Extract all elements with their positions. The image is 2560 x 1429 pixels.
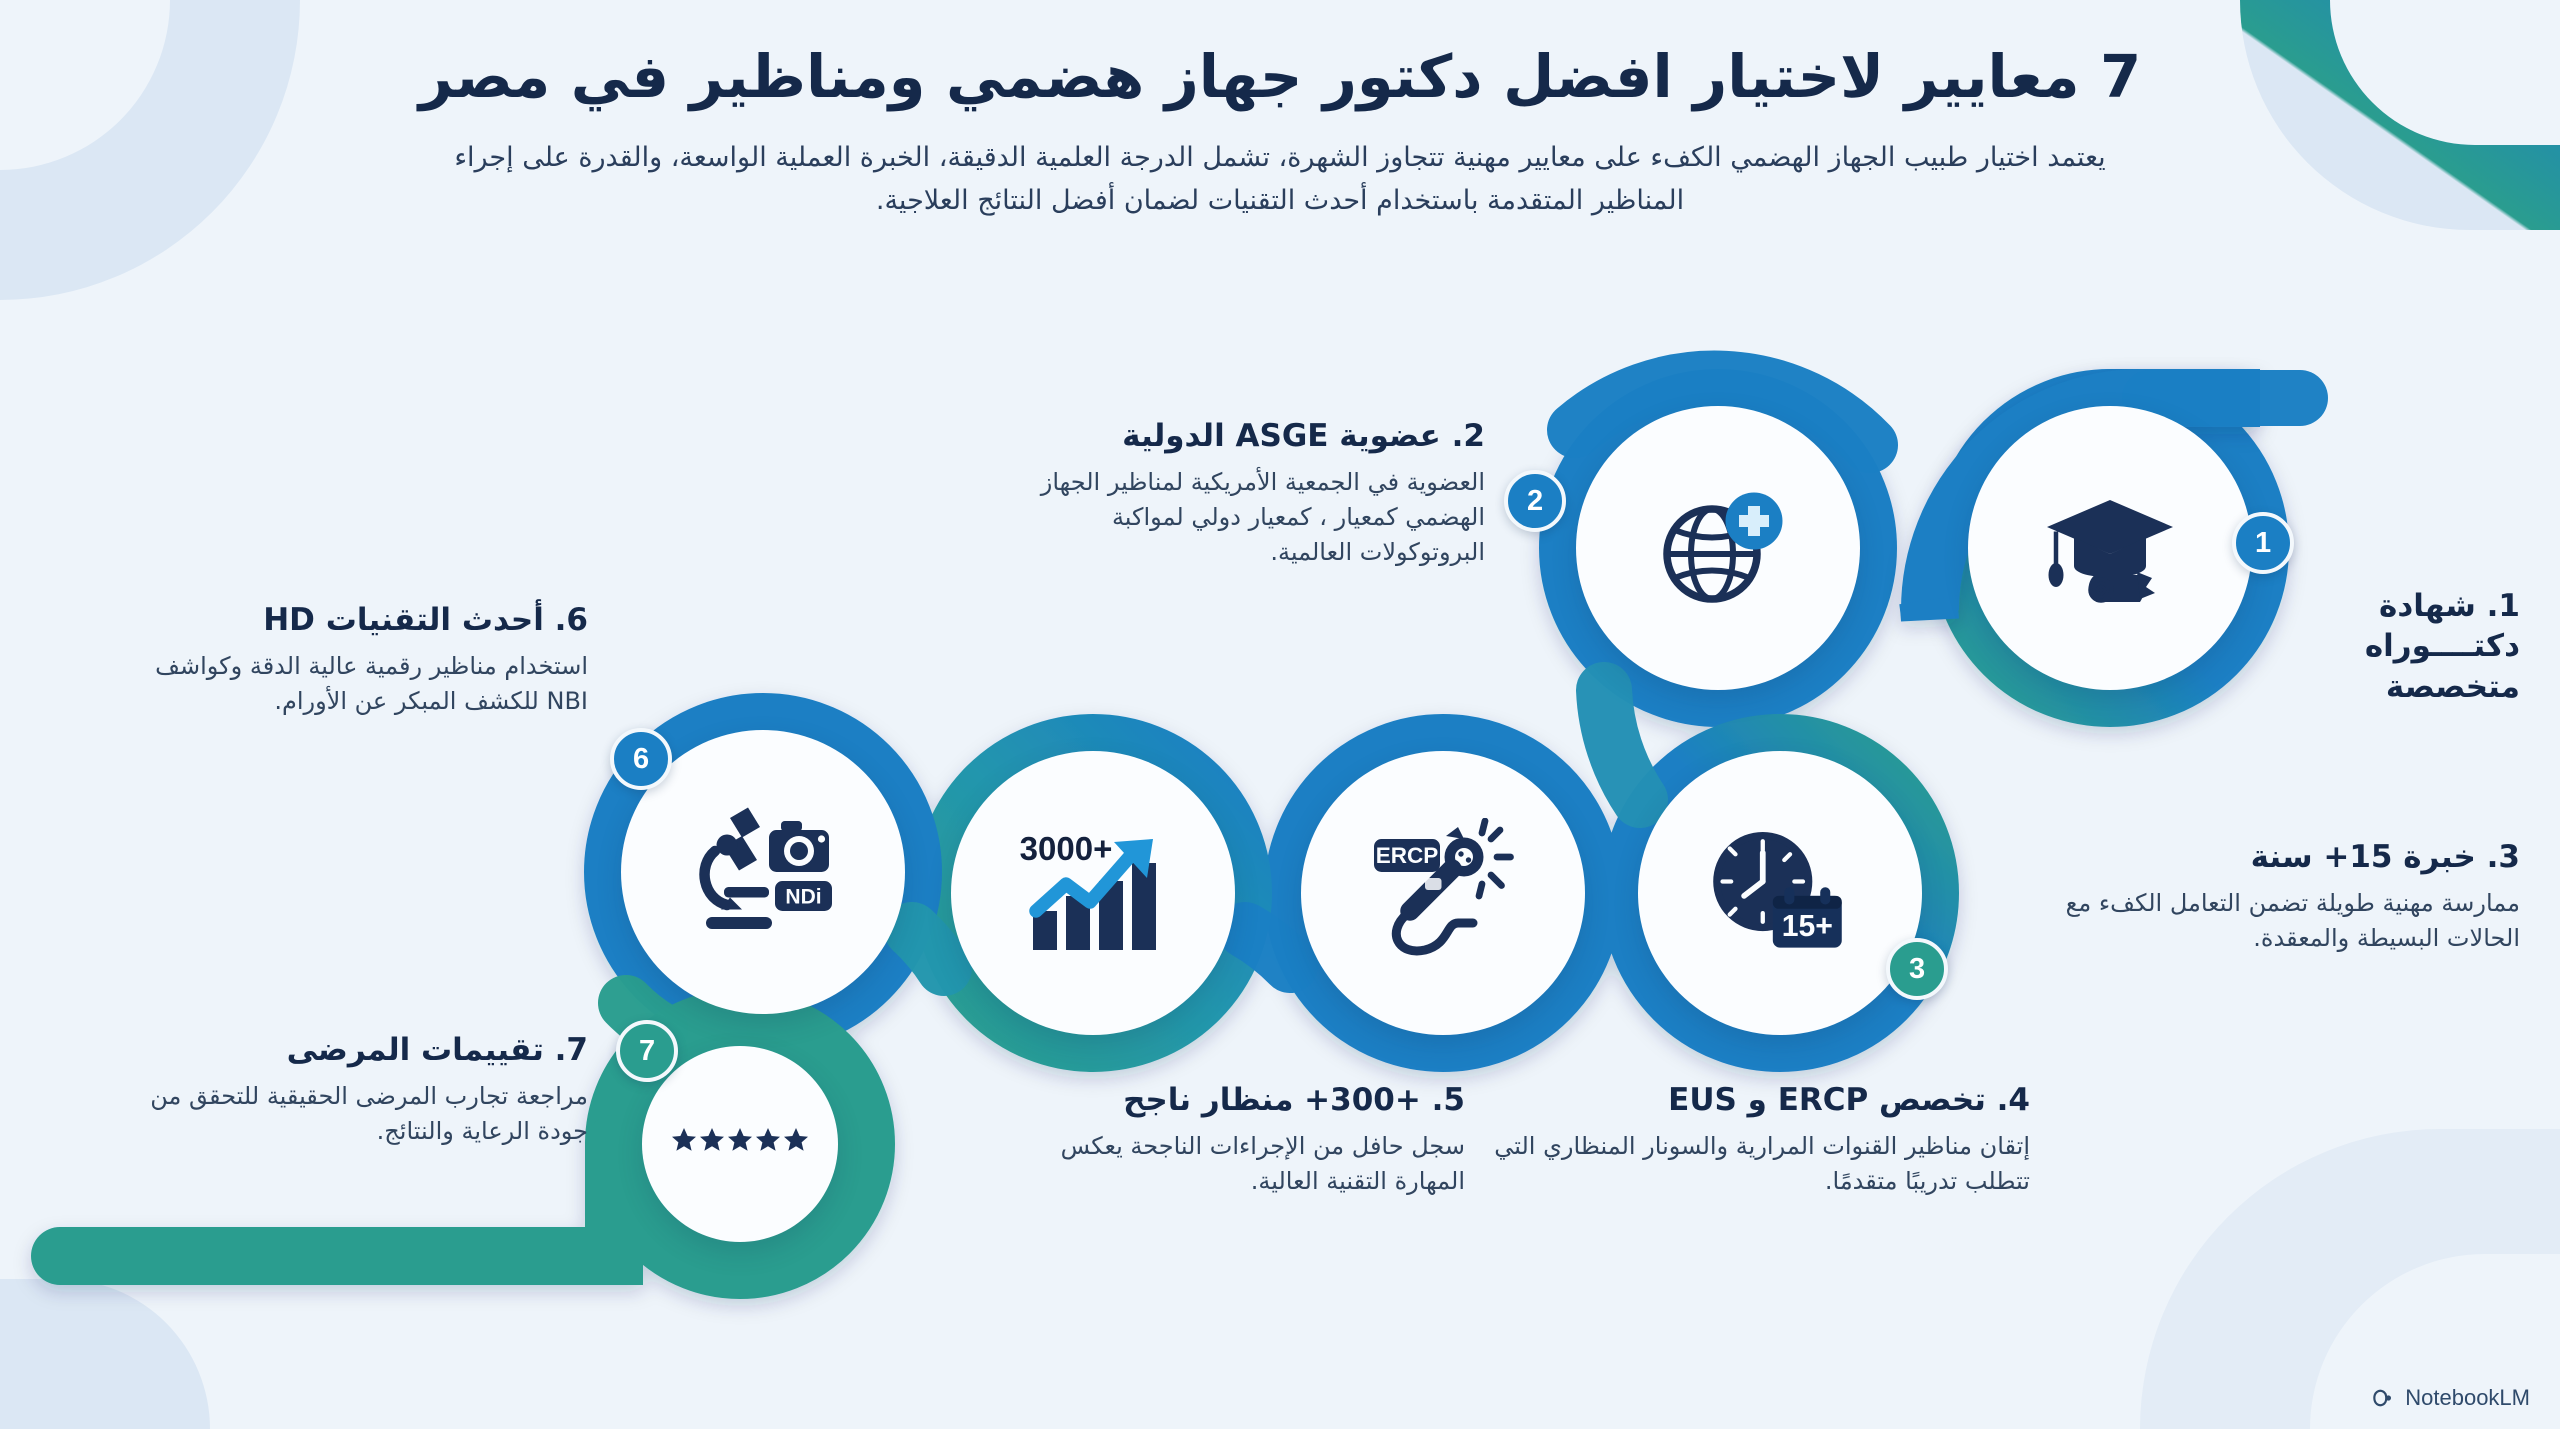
step-text-2: 2. عضوية ASGE الدولية العضوية في الجمعية… — [1025, 416, 1485, 570]
step-body-7: مراجعة تجارب المرضى الحقيقية للتحقق من ج… — [150, 1082, 588, 1146]
step-icon-bubble-3: +15 — [1638, 751, 1922, 1035]
step-icon-bubble-4: ERCP — [1301, 751, 1585, 1035]
step-text-1: 1. شهادة دكتــــوراه متخصصة — [2240, 586, 2520, 716]
five-stars-icon — [672, 1128, 808, 1151]
step-body-4: إتقان مناظير القنوات المرارية والسونار ا… — [1494, 1132, 2030, 1196]
step-badge-2: 2 — [1504, 470, 1566, 532]
step-badge-7: 7 — [616, 1020, 678, 1082]
step-title-2: 2. عضوية ASGE الدولية — [1122, 418, 1485, 454]
step-text-7: 7. تقييمات المرضى مراجعة تجارب المرضى ال… — [148, 1030, 588, 1149]
globe-medical-cross-icon — [1663, 492, 1783, 603]
step-title-3: 3. خبرة 15+ سنة — [2250, 839, 2520, 875]
growth-chart-label: +3000 — [1020, 830, 1113, 867]
page-title: 7 معايير لاختيار افضل دكتور جهاز هضمي وم… — [418, 42, 2142, 111]
notebooklm-logo-icon — [2373, 1389, 2392, 1407]
step-icon-bubble-1 — [1968, 406, 2252, 690]
endoscope-label: ERCP — [1376, 843, 1439, 868]
corner-decoration-bottom-left — [0, 1279, 210, 1429]
step-title-4: 4. تخصص ERCP و EUS — [1668, 1082, 2030, 1118]
step-body-5: سجل حافل من الإجراءات الناجحة يعكس المها… — [1060, 1132, 1465, 1196]
growth-chart-icon: +3000 — [1020, 830, 1156, 950]
step-body-3: ممارسة مهنية طويلة تضمن التعامل الكفء مع… — [2065, 889, 2520, 953]
step-title-5: 5. +300+ منظار ناجح — [1123, 1082, 1465, 1118]
step-icon-bubble-2 — [1576, 406, 1860, 690]
notebooklm-watermark: NotebookLM — [2370, 1385, 2530, 1411]
step-text-4: 4. تخصص ERCP و EUS إتقان مناظير القنوات … — [1470, 1080, 2030, 1199]
step-title-1: 1. شهادة دكتــــوراه متخصصة — [2364, 588, 2520, 705]
step-title-7: 7. تقييمات المرضى — [286, 1032, 588, 1068]
clock-calendar-icon: +15 — [1713, 831, 1842, 948]
step-body-6: استخدام مناظير رقمية عالية الدقة وكواشف … — [155, 652, 588, 716]
infographic-header: 7 معايير لاختيار افضل دكتور جهاز هضمي وم… — [0, 42, 2560, 223]
page-subtitle: يعتمد اختيار طبيب الجهاز الهضمي الكفء عل… — [454, 141, 2106, 217]
nbi-badge-label: NDi — [785, 886, 821, 909]
endoscope-icon: ERCP — [1374, 818, 1514, 956]
step-text-6: 6. أحدث التقنيات HD استخدام مناظير رقمية… — [148, 600, 588, 719]
step-text-5: 5. +300+ منظار ناجح سجل حافل من الإجراءا… — [1035, 1080, 1465, 1199]
notebooklm-watermark-label: NotebookLM — [2405, 1385, 2530, 1410]
graduation-cap-diploma-icon — [2047, 500, 2173, 603]
step-title-6: 6. أحدث التقنيات HD — [263, 602, 588, 638]
step-badge-3: 3 — [1886, 938, 1948, 1000]
step-icon-bubble-5: +3000 — [951, 751, 1235, 1035]
step-body-2: العضوية في الجمعية الأمريكية لمناظير الج… — [1040, 468, 1485, 567]
step-icon-bubble-7 — [642, 1046, 838, 1242]
clock-badge-label: +15 — [1782, 910, 1833, 943]
step-badge-1: 1 — [2232, 512, 2294, 574]
microscope-camera-icon: NDi — [699, 807, 832, 929]
step-text-3: 3. خبرة 15+ سنة ممارسة مهنية طويلة تضمن … — [1990, 837, 2520, 956]
step-badge-6: 6 — [610, 728, 672, 790]
